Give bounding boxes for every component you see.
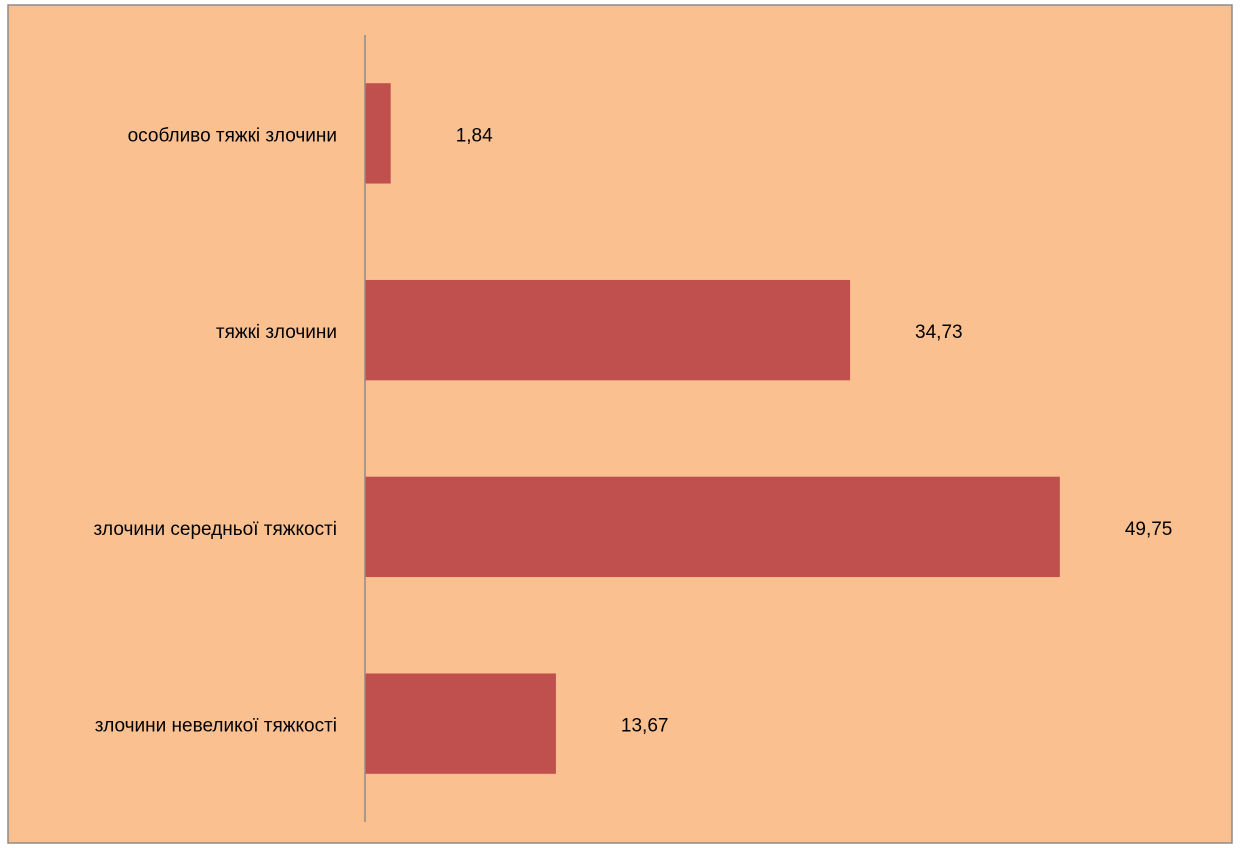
- chart-background: [7, 4, 1233, 844]
- bar: [365, 83, 391, 184]
- y-tick-label: злочини середньої тяжкості: [94, 519, 337, 540]
- data-label: 13,67: [621, 716, 669, 737]
- data-label: 1,84: [456, 125, 493, 146]
- y-tick-label: тяжкі злочини: [216, 322, 337, 343]
- y-tick-label: злочини невеликої тяжкості: [95, 716, 337, 737]
- data-label: 49,75: [1125, 519, 1173, 540]
- y-tick-label: особливо тяжкі злочини: [128, 125, 337, 146]
- data-label: 34,73: [915, 322, 963, 343]
- bar: [365, 279, 851, 381]
- bar: [365, 673, 556, 774]
- bar: [365, 476, 1060, 578]
